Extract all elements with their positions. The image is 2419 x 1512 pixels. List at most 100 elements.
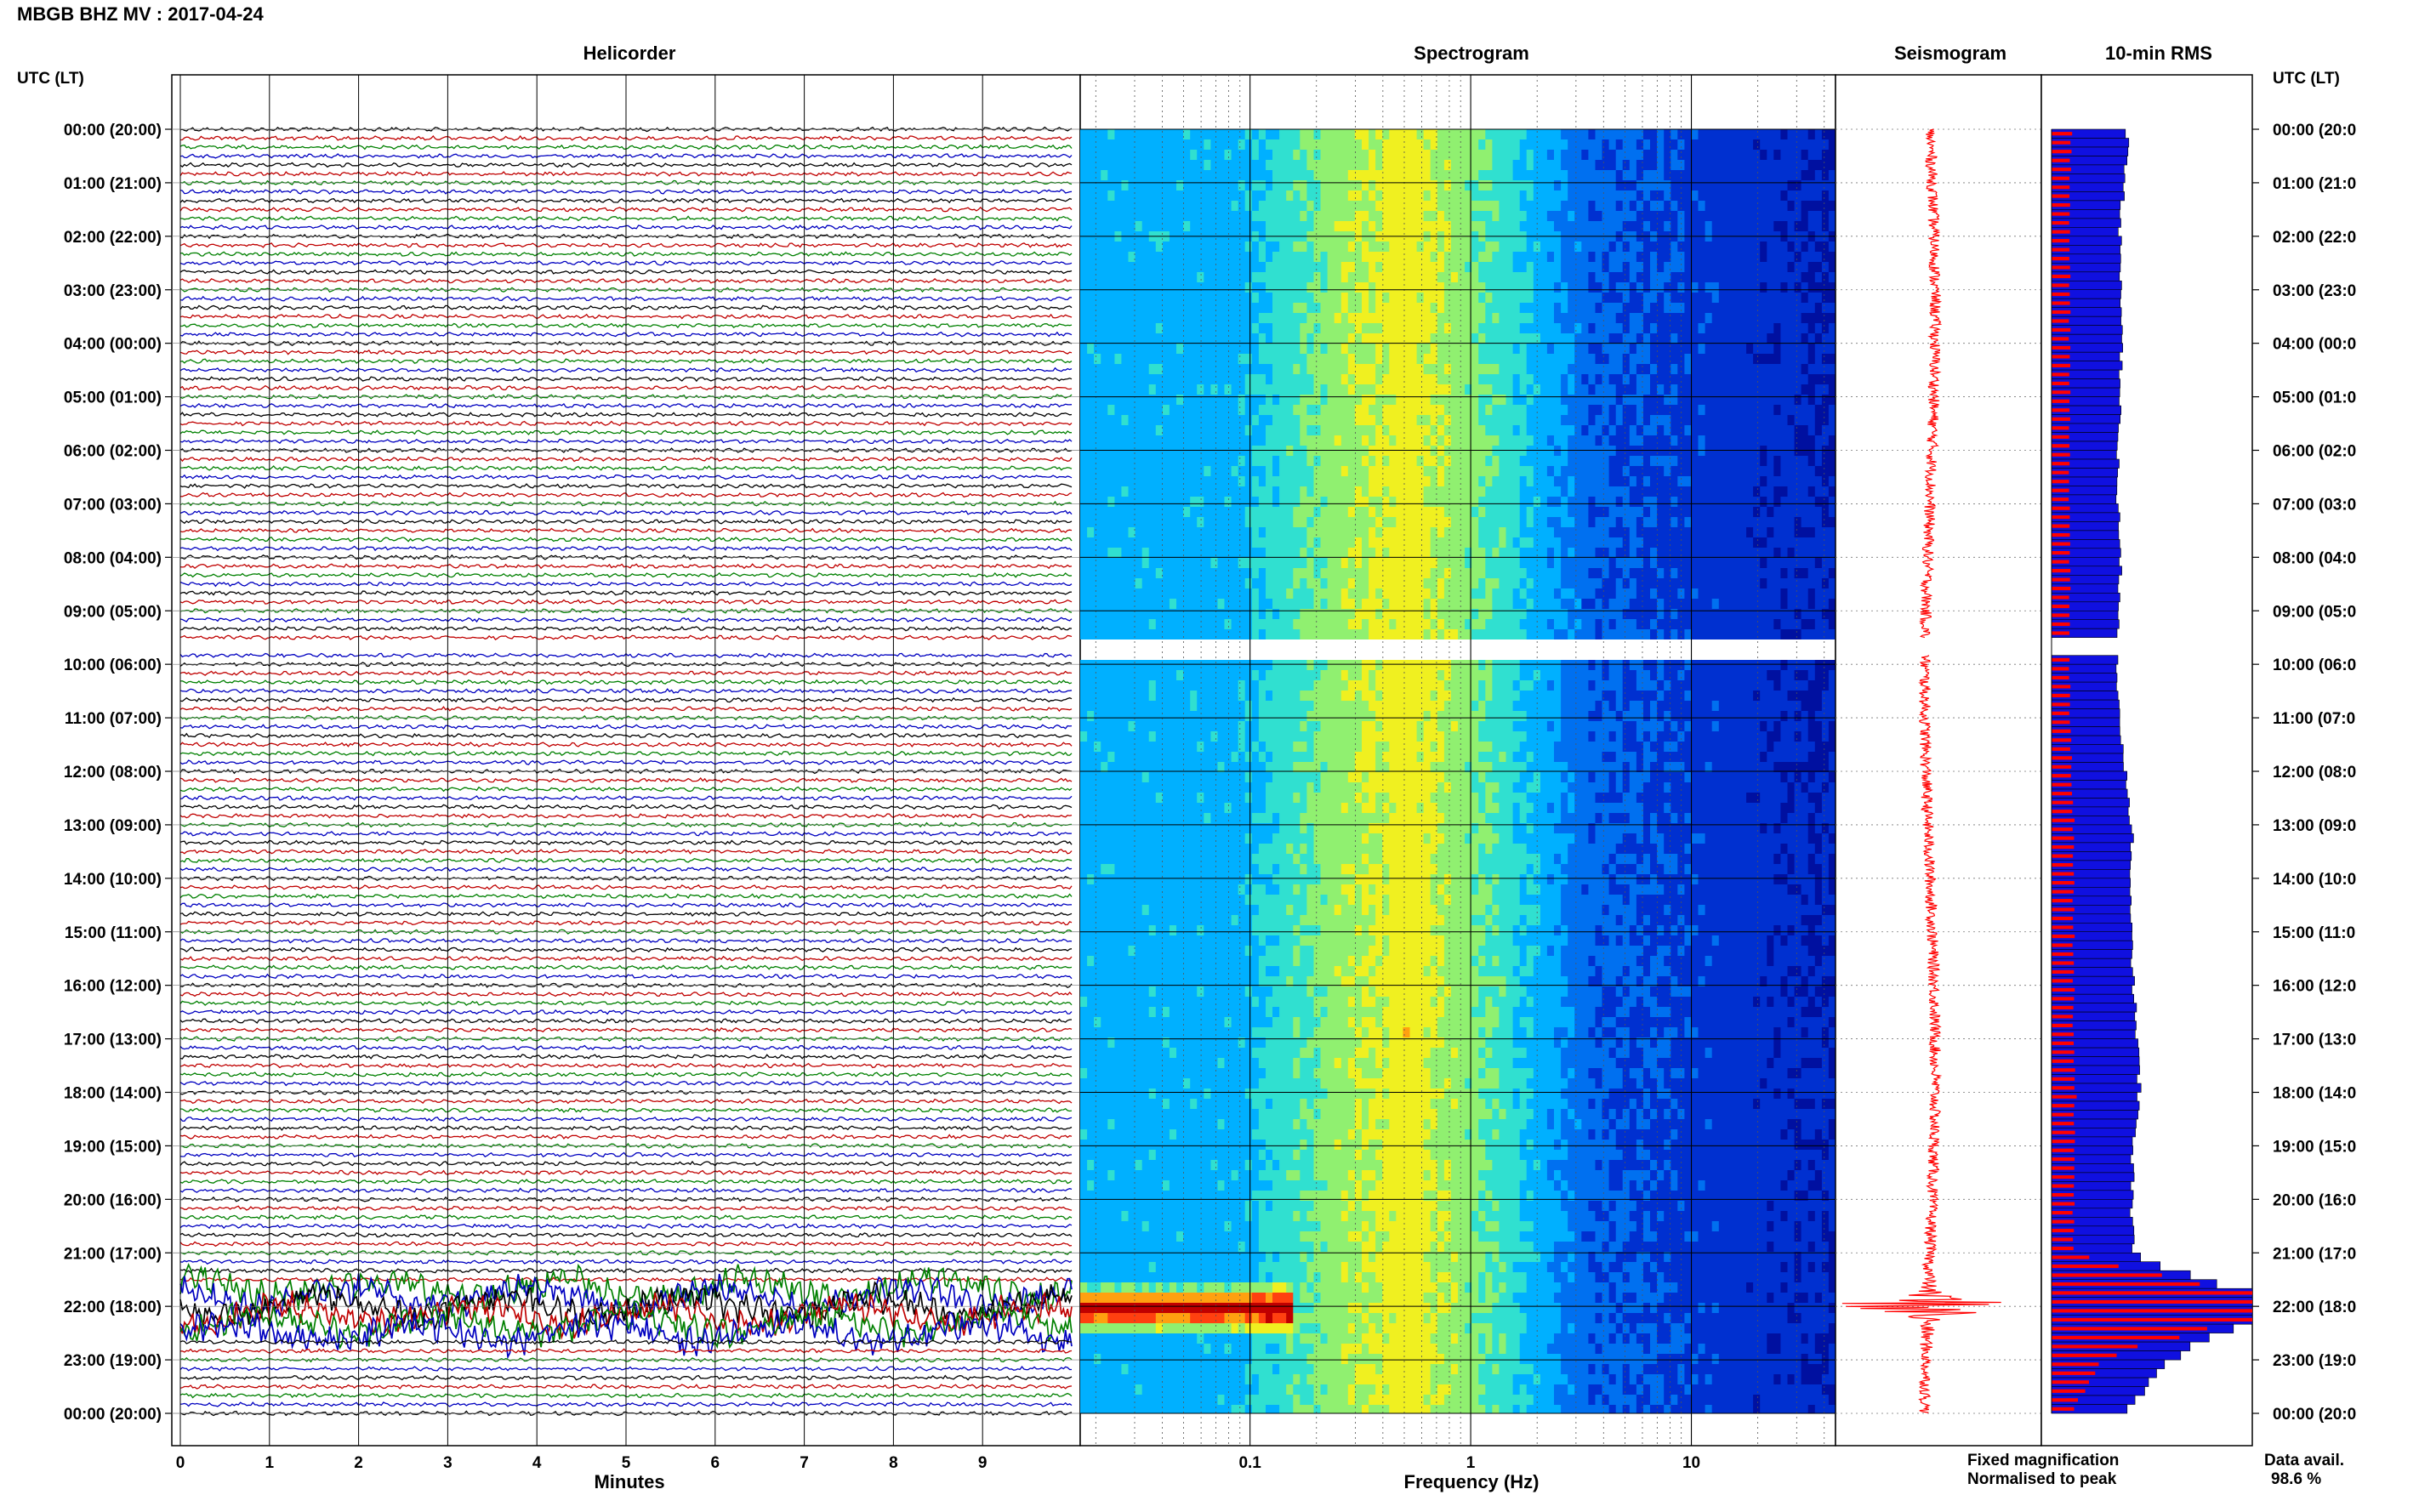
- spectrogram-cell: [1450, 282, 1459, 293]
- spectrogram-cell: [1340, 313, 1349, 323]
- spectrogram-cell: [1244, 527, 1253, 537]
- spectrogram-cell: [1080, 323, 1088, 333]
- spectrogram-cell: [1238, 211, 1246, 221]
- spectrogram-cell: [1141, 527, 1150, 537]
- spectrogram-cell: [1279, 129, 1287, 139]
- spectrogram-cell: [1423, 272, 1431, 282]
- spectrogram-cell: [1430, 211, 1438, 221]
- spectrogram-cell: [1622, 333, 1631, 344]
- spectrogram-cell: [1306, 201, 1315, 211]
- spectrogram-cell: [1231, 405, 1239, 415]
- spectrogram-cell: [1615, 160, 1624, 170]
- spectrogram-cell: [1389, 262, 1397, 272]
- spectrogram-cell: [1746, 395, 1754, 405]
- spectrogram-cell: [1334, 293, 1342, 303]
- spectrogram-cell: [1389, 527, 1397, 537]
- spectrogram-cell: [1396, 395, 1403, 405]
- spectrogram-cell: [1443, 486, 1452, 497]
- spectrogram-cell: [1684, 364, 1693, 374]
- spectrogram-cell: [1176, 282, 1184, 293]
- spectrogram-cell: [1080, 262, 1088, 272]
- spectrogram-cell: [1238, 129, 1246, 139]
- spectrogram-cell: [1636, 497, 1644, 507]
- spectrogram-cell: [1636, 425, 1644, 435]
- spectrogram-cell: [1718, 190, 1727, 201]
- spectrogram-cell: [1664, 201, 1671, 211]
- spectrogram-cell: [1244, 486, 1253, 497]
- spectrogram-cell: [1224, 517, 1232, 527]
- spectrogram-cell: [1430, 344, 1438, 354]
- spectrogram-cell: [1636, 517, 1644, 527]
- spectrogram-cell: [1382, 435, 1390, 446]
- spectrogram-cell: [1561, 139, 1568, 150]
- spectrogram-cell: [1698, 384, 1706, 395]
- spectrogram-cell: [1183, 272, 1191, 282]
- spectrogram-cell: [1300, 160, 1307, 170]
- spectrogram-cell: [1176, 395, 1184, 405]
- spectrogram-cell: [1450, 456, 1459, 466]
- spectrogram-cell: [1574, 384, 1582, 395]
- spectrogram-cell: [1148, 333, 1157, 344]
- spectrogram-cell: [1533, 364, 1541, 374]
- spectrogram-cell: [1828, 323, 1836, 333]
- spectrogram-cell: [1251, 476, 1260, 486]
- spectrogram-cell: [1169, 537, 1177, 548]
- spectrogram-cell: [1732, 170, 1740, 180]
- spectrogram-cell: [1684, 139, 1693, 150]
- spectrogram-cell: [1244, 333, 1253, 344]
- spectrogram-cell: [1141, 190, 1150, 201]
- spectrogram-cell: [1698, 313, 1706, 323]
- spectrogram-cell: [1705, 425, 1713, 435]
- spectrogram-cell: [1334, 354, 1342, 364]
- spectrogram-cell: [1787, 527, 1796, 537]
- spectrogram-cell: [1231, 211, 1239, 221]
- spectrogram-cell: [1705, 170, 1713, 180]
- spectrogram-cell: [1306, 476, 1315, 486]
- spectrogram-cell: [1080, 303, 1088, 313]
- spectrogram-cell: [1595, 333, 1603, 344]
- spectrogram-cell: [1210, 272, 1219, 282]
- spectrogram-cell: [1231, 201, 1239, 211]
- spectrogram-cell: [1574, 221, 1582, 231]
- spectrogram-cell: [1485, 497, 1493, 507]
- spectrogram-cell: [1629, 415, 1637, 425]
- spectrogram-cell: [1643, 507, 1651, 517]
- spectrogram-cell: [1320, 282, 1329, 293]
- spectrogram-cell: [1369, 425, 1376, 435]
- spectrogram-cell: [1608, 344, 1617, 354]
- spectrogram-cell: [1080, 190, 1088, 201]
- spectrogram-cell: [1403, 405, 1411, 415]
- spectrogram-cell: [1382, 323, 1390, 333]
- spectrogram-cell: [1107, 374, 1115, 384]
- spectrogram-cell: [1382, 476, 1390, 486]
- spectrogram-cell: [1732, 435, 1740, 446]
- spectrogram-cell: [1588, 476, 1597, 486]
- spectrogram-cell: [1801, 405, 1809, 415]
- spectrogram-cell: [1746, 293, 1754, 303]
- spectrogram-cell: [1443, 323, 1452, 333]
- spectrogram-cell: [1231, 354, 1239, 364]
- spectrogram-cell: [1101, 425, 1108, 435]
- spectrogram-cell: [1293, 160, 1301, 170]
- spectrogram-cell: [1423, 486, 1431, 497]
- spectrogram-cell: [1718, 415, 1727, 425]
- spectrogram-cell: [1286, 323, 1294, 333]
- spectrogram-cell: [1087, 497, 1095, 507]
- spectrogram-cell: [1162, 252, 1170, 262]
- spectrogram-cell: [1423, 364, 1431, 374]
- spectrogram-cell: [1107, 160, 1115, 170]
- spectrogram-cell: [1169, 364, 1177, 374]
- spectrogram-cell: [1705, 190, 1713, 201]
- spectrogram-cell: [1176, 242, 1184, 252]
- spectrogram-cell: [1279, 486, 1287, 497]
- spectrogram-cell: [1450, 303, 1459, 313]
- spectrogram-cell: [1698, 548, 1706, 558]
- spectrogram-cell: [1190, 354, 1198, 364]
- spectrogram-cell: [1224, 190, 1232, 201]
- spectrogram-cell: [1107, 242, 1115, 252]
- spectrogram-cell: [1691, 374, 1699, 384]
- spectrogram-cell: [1602, 252, 1610, 262]
- spectrogram-cell: [1409, 558, 1418, 568]
- spectrogram-cell: [1526, 476, 1534, 486]
- spectrogram-cell: [1698, 262, 1706, 272]
